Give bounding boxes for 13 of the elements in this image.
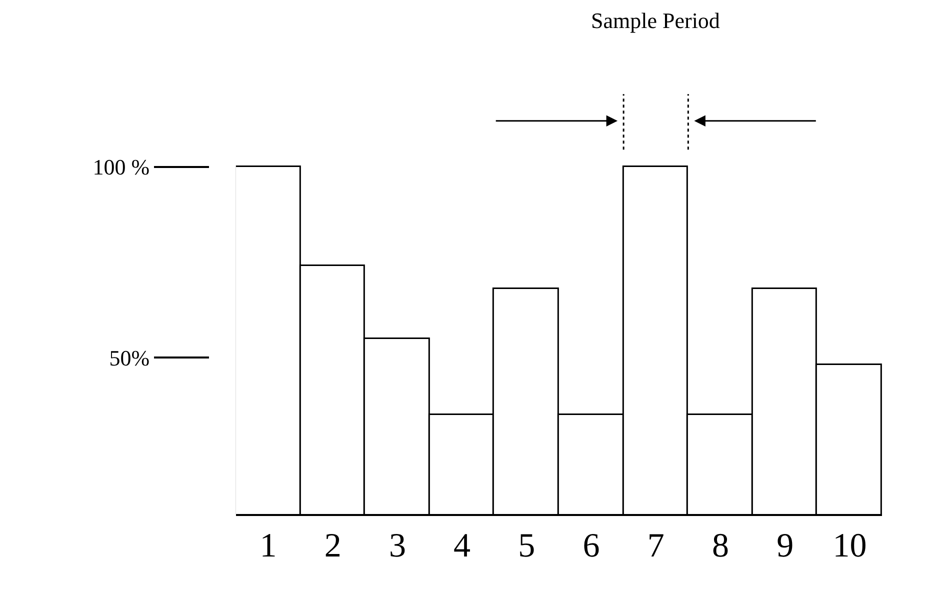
x-tick-label: 2 <box>324 528 342 565</box>
x-tick-label: 1 <box>260 528 277 565</box>
x-tick-label: 6 <box>582 528 600 565</box>
x-tick-label: 5 <box>518 528 536 565</box>
x-tick-label: 3 <box>388 528 406 565</box>
x-tick-label: 7 <box>647 528 664 565</box>
y-tick-label: 100 % <box>92 154 150 180</box>
y-tick-label: 50% <box>109 345 150 370</box>
x-tick-label: 8 <box>712 528 729 565</box>
x-tick-label: 10 <box>832 528 867 565</box>
x-tick-label: 9 <box>776 528 794 565</box>
x-tick-label: 4 <box>454 528 471 565</box>
text: Sample Period <box>591 8 720 33</box>
